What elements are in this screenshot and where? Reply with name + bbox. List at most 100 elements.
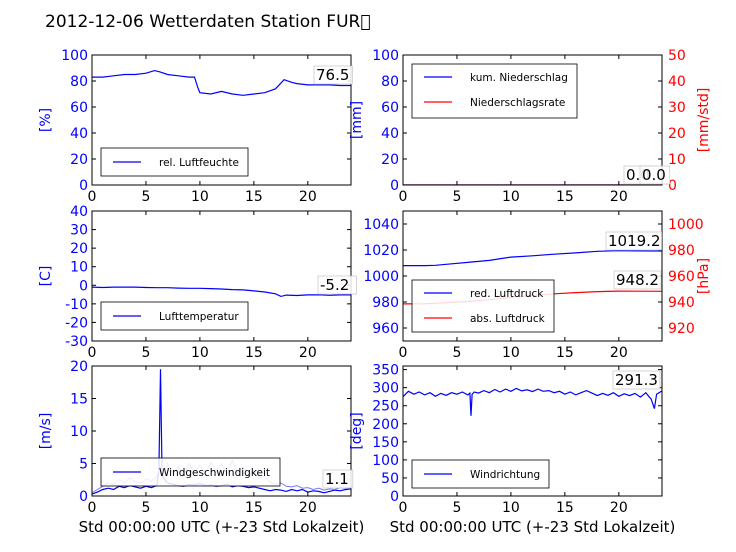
figure-title: 2012-12-06 Wetterdaten Station FUR  [45, 12, 371, 32]
y-right-tick-label: 980 [668, 243, 695, 259]
value-label-box [322, 469, 354, 489]
x-tick-label: 15 [556, 500, 574, 516]
y-right-tick-label: 920 [668, 321, 695, 337]
temperature-panel: 0 5 10 15 20 -30 -20 -10 0 10 20 30 40 [C] Lufttempera… [38, 204, 357, 361]
x-tick-label: 10 [502, 500, 520, 516]
x-tick-label: 0 [399, 189, 408, 205]
value-label-box [605, 231, 662, 251]
y-tick-label: 100 [372, 48, 399, 64]
legend-box [411, 63, 578, 119]
legend-entry: Windrichtung [470, 469, 540, 481]
x-tick-label: 15 [245, 189, 263, 205]
y-tick-label: -30 [65, 334, 88, 350]
y-tick-label: 30 [70, 223, 88, 239]
x-tick-label: 10 [191, 189, 209, 205]
y-tick-label: -20 [65, 315, 88, 331]
y-tick-label: 0 [390, 178, 399, 194]
y-tick-label: 20 [70, 152, 88, 168]
y-axis-label: [mm] [349, 101, 365, 139]
x-tick-label: 0 [399, 345, 408, 361]
x-tick-label: 0 [88, 345, 97, 361]
x-axis-label: Std 00:00:00 UTC (+-23 Std Lokalzeit) [79, 518, 365, 536]
y-tick-label: 250 [372, 399, 399, 415]
y-tick-label: 80 [381, 74, 399, 90]
y-tick-label: 80 [70, 74, 88, 90]
value-label-box [639, 165, 671, 185]
legend-entry: Windgeschwindigkeit [159, 467, 270, 479]
y-tick-label: 20 [70, 359, 88, 375]
y-tick-label: 300 [372, 381, 399, 397]
x-tick-label: 20 [610, 345, 628, 361]
y-right-tick-label: 940 [668, 295, 695, 311]
humidity-series-0 [92, 69, 351, 96]
x-tick-label: 5 [141, 345, 150, 361]
x-axis-label: Std 00:00:00 UTC (+-23 Std Lokalzeit) [390, 518, 676, 536]
x-tick-label: 0 [399, 500, 408, 516]
y-tick-label: 10 [70, 260, 88, 276]
y-tick-label: 40 [70, 204, 88, 220]
y-tick-label: 980 [372, 295, 399, 311]
pressure-series-0 [403, 250, 662, 267]
y-tick-label: 10 [70, 424, 88, 440]
value-label-box [612, 370, 661, 390]
current-value-label: 1019.2 [608, 232, 661, 250]
y-tick-label: 100 [61, 48, 88, 64]
y-tick-label: 5 [79, 457, 88, 473]
y-tick-label: 20 [70, 241, 88, 257]
y-right-tick-label: 960 [668, 269, 695, 285]
y-tick-label: 0 [390, 489, 399, 505]
y-tick-label: 150 [372, 435, 399, 451]
legend-entry: abs. Luftdruck [470, 313, 546, 325]
x-tick-label: 10 [502, 189, 520, 205]
wind_direction-frame [402, 365, 663, 497]
y-tick-label: 0 [79, 178, 88, 194]
y-right-tick-label: 50 [668, 48, 686, 64]
x-tick-label: 5 [452, 345, 461, 361]
y-right-tick-label: 0 [668, 178, 677, 194]
pressure-panel: 0 5 10 15 20 960 980 1000 1020 1040 920 940 960 980 10… [363, 210, 712, 361]
x-tick-label: 15 [556, 189, 574, 205]
legend-box [411, 279, 555, 333]
current-value-label: 291.3 [615, 371, 658, 389]
humidity-panel: 0 5 10 15 20 0 20 40 60 80 100 [%] rel. Luftfeuchte 7… [38, 48, 353, 205]
y-right-tick-label: 10 [668, 152, 686, 168]
legend-entry: rel. Luftfeuchte [159, 157, 239, 169]
current-value-label: -5.2 [320, 276, 349, 294]
current-value-label: 76.5 [316, 66, 349, 84]
y-tick-label: 200 [372, 417, 399, 433]
x-tick-label: 20 [299, 345, 317, 361]
wind_direction-series-0 [403, 387, 662, 416]
y-tick-label: 100 [372, 453, 399, 469]
x-tick-label: 10 [191, 500, 209, 516]
precipitation-panel: 0 5 10 15 20 0 20 40 60 80 100 0 10 20 30 40 50 [mm] [mm/s… [349, 48, 712, 205]
y-right-axis-label: [hPa] [696, 258, 712, 294]
x-tick-label: 15 [245, 500, 263, 516]
x-tick-label: 20 [299, 500, 317, 516]
y-tick-label: 20 [381, 152, 399, 168]
y-tick-label: 0 [79, 278, 88, 294]
x-tick-label: 5 [452, 500, 461, 516]
x-tick-label: 15 [245, 345, 263, 361]
legend-entry: Niederschlagsrate [470, 97, 565, 109]
x-tick-label: 0 [88, 189, 97, 205]
x-tick-label: 15 [556, 345, 574, 361]
y-tick-label: 0 [79, 489, 88, 505]
y-axis-label: [C] [38, 266, 54, 287]
y-tick-label: 960 [372, 321, 399, 337]
x-tick-label: 10 [502, 345, 520, 361]
y-tick-label: 50 [381, 471, 399, 487]
y-tick-label: 60 [381, 100, 399, 116]
current-value-label: 1.1 [325, 470, 349, 488]
y-tick-label: 40 [381, 126, 399, 142]
y-right-tick-label: 20 [668, 126, 686, 142]
precipitation-frame [402, 54, 663, 186]
wind_speed-panel: 0 5 10 15 20 0 5 10 15 20 [m/s] Std 00:00:00 UTC (+… [38, 359, 364, 536]
legend-entry: Lufttemperatur [159, 311, 239, 323]
x-tick-label: 5 [141, 189, 150, 205]
y-tick-label: -10 [65, 297, 88, 313]
value-label-box [313, 65, 353, 85]
x-tick-label: 5 [452, 189, 461, 205]
y-axis-label: [deg] [349, 412, 365, 449]
